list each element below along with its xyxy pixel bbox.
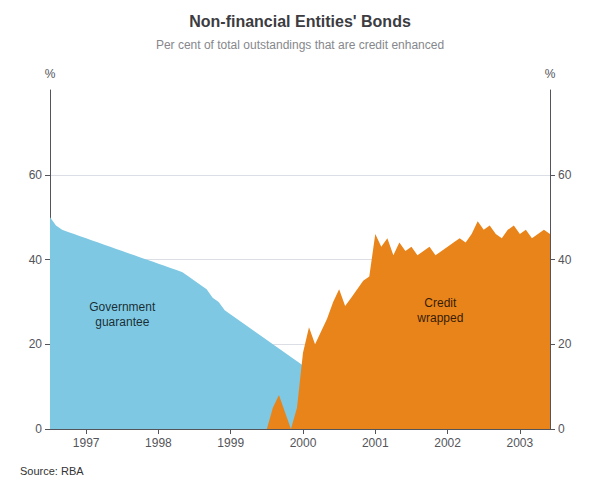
svg-text:20: 20 — [29, 337, 43, 351]
svg-text:Non-financial Entities' Bonds: Non-financial Entities' Bonds — [189, 13, 411, 30]
svg-text:2000: 2000 — [290, 436, 317, 450]
svg-text:1999: 1999 — [217, 436, 244, 450]
svg-text:%: % — [45, 67, 56, 81]
svg-text:Per cent of total outstandings: Per cent of total outstandings that are … — [156, 38, 444, 52]
svg-text:60: 60 — [29, 168, 43, 182]
svg-text:wrapped: wrapped — [416, 311, 463, 325]
svg-text:2002: 2002 — [434, 436, 461, 450]
svg-text:2001: 2001 — [362, 436, 389, 450]
svg-text:60: 60 — [558, 168, 572, 182]
svg-text:2003: 2003 — [507, 436, 534, 450]
svg-text:%: % — [545, 67, 556, 81]
svg-text:1998: 1998 — [145, 436, 172, 450]
svg-text:Government: Government — [89, 300, 156, 314]
svg-text:20: 20 — [558, 337, 572, 351]
svg-text:0: 0 — [558, 422, 565, 436]
svg-text:guarantee: guarantee — [95, 315, 149, 329]
svg-text:40: 40 — [29, 253, 43, 267]
svg-text:0: 0 — [35, 422, 42, 436]
svg-text:Credit: Credit — [424, 296, 457, 310]
svg-text:1997: 1997 — [73, 436, 100, 450]
svg-text:Source: RBA: Source: RBA — [20, 465, 84, 477]
svg-text:40: 40 — [558, 253, 572, 267]
